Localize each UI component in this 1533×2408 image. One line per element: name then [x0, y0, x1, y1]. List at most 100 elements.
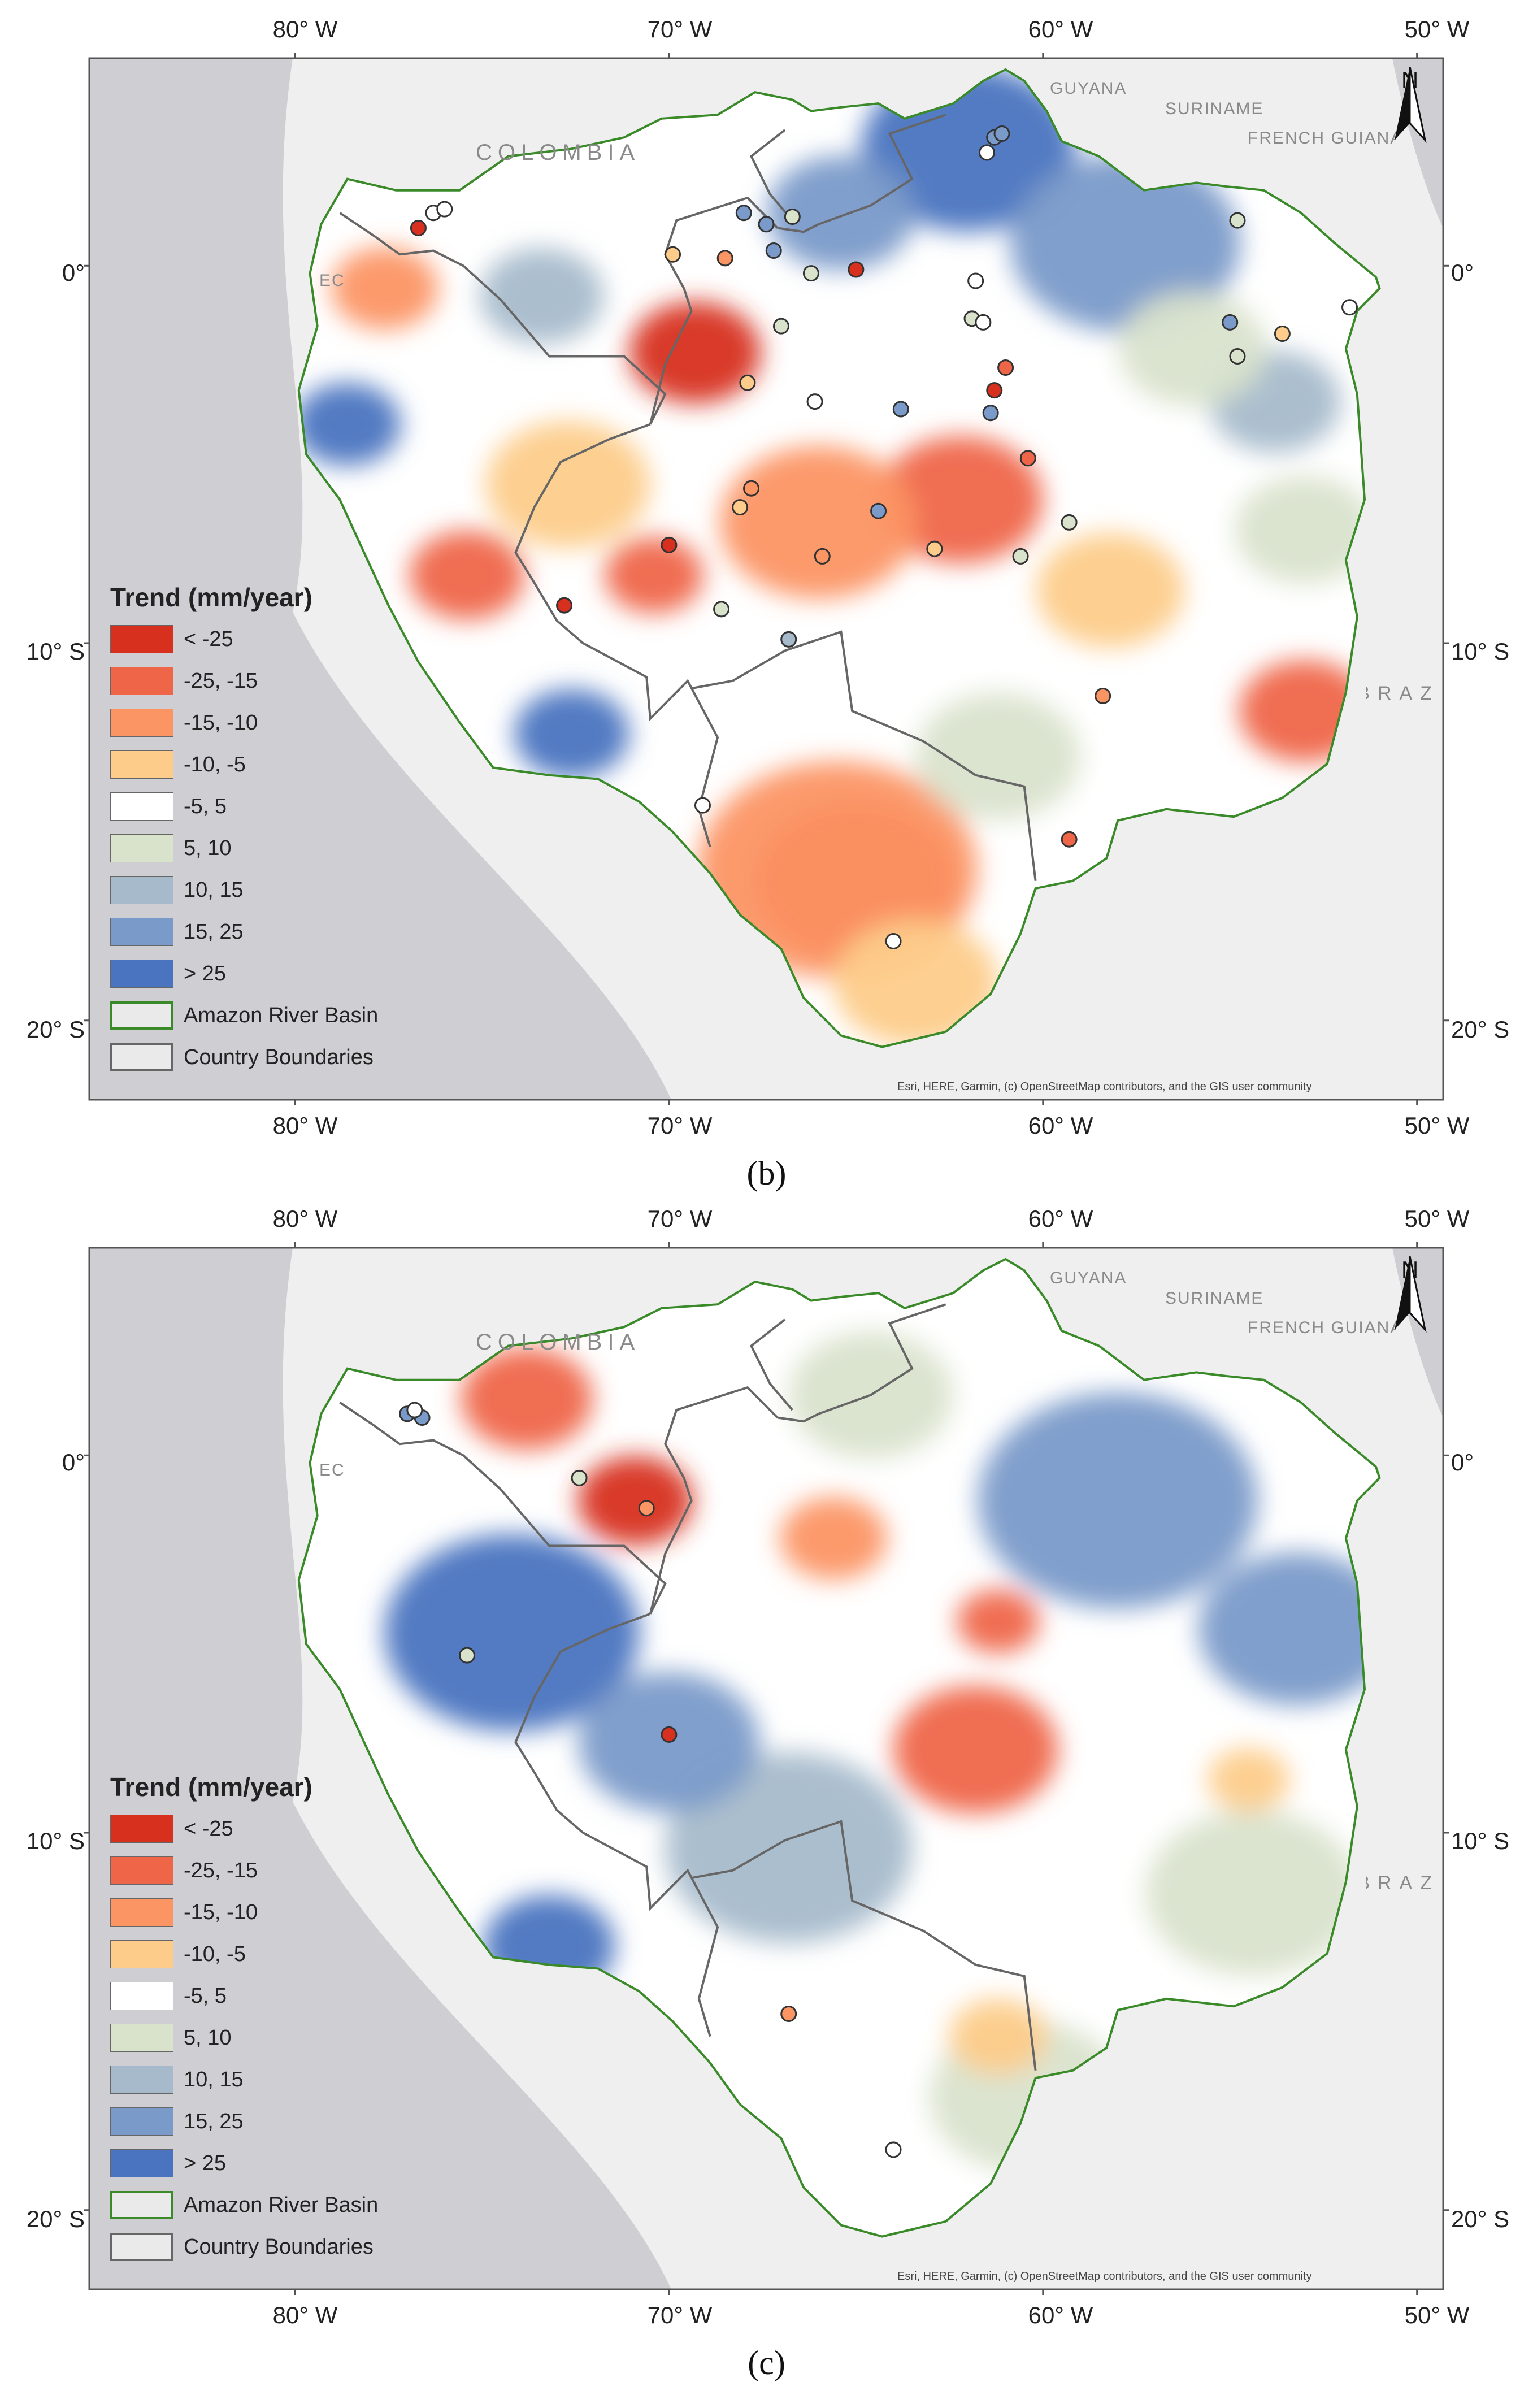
legend-item-class-3: -10, -5 — [110, 744, 378, 786]
trend-patch — [577, 1456, 693, 1546]
trend-patch — [461, 1348, 593, 1450]
legend-swatch — [110, 960, 173, 988]
lat-label-10s-right: 10° S — [1451, 1828, 1510, 1854]
legend-label: > 25 — [184, 961, 227, 986]
legend-label: 5, 10 — [184, 2025, 232, 2050]
lon-label-80w-bottom: 80° W — [272, 1112, 338, 1139]
station-marker — [967, 272, 984, 289]
station-marker — [694, 797, 711, 814]
legend-item-class-3: -10, -5 — [110, 1933, 378, 1975]
trend-patches — [384, 1331, 1380, 2173]
lon-label-60w-bottom: 60° W — [1028, 2302, 1093, 2328]
lat-label-0-right: 0° — [1451, 1449, 1474, 1476]
station-marker — [993, 125, 1010, 142]
legend-swatch — [110, 2024, 173, 2052]
station-marker — [848, 261, 865, 278]
station-marker — [732, 499, 749, 516]
trend-patch — [948, 1998, 1048, 2075]
lat-label-10s-right: 10° S — [1451, 638, 1510, 665]
legend-swatch — [110, 667, 173, 695]
trend-patch — [1235, 476, 1375, 584]
lon-label-50w-top: 50° W — [1404, 1205, 1470, 1232]
panel-caption-b: (b) — [746, 1155, 787, 1192]
legend-item-class-2: -15, -10 — [110, 702, 378, 744]
trend-patch — [767, 155, 915, 271]
trend-patch — [893, 1686, 1058, 1813]
legend-item-class-5: 5, 10 — [110, 827, 378, 869]
trend-patch — [719, 446, 918, 599]
legend-item-class-7: 15, 25 — [110, 2101, 378, 2142]
map-panel-c: 80° W 70° W 60° W 50° W 80° W 70° W 60° … — [0, 1190, 1533, 2408]
legend-items: < -25 -25, -15 -15, -10 -10, -5 -5, 5 5, 10 10… — [110, 618, 378, 1078]
station-marker — [975, 314, 992, 331]
station-marker — [410, 219, 427, 236]
legend-swatch — [110, 750, 173, 779]
legend-item-basin: Amazon River Basin — [110, 995, 378, 1036]
trend-raster — [298, 1259, 1380, 2237]
station-marker — [986, 382, 1003, 399]
station-marker — [780, 631, 797, 648]
map-panel-b: 80° W 70° W 60° W 50° W 80° W 70° W 60° … — [0, 0, 1533, 1192]
lon-label-80w-top: 80° W — [272, 1205, 338, 1232]
legend-swatch — [110, 1982, 173, 2010]
lat-label-0-left: 0° — [62, 1449, 85, 1476]
legend-item-class-8: > 25 — [110, 2142, 378, 2184]
legend-swatch — [110, 876, 173, 904]
lon-label-80w-top: 80° W — [272, 16, 338, 42]
panel-caption-c: (c) — [748, 2344, 785, 2381]
lon-label-70w-bottom: 70° W — [647, 2302, 713, 2328]
map-canvas-c — [84, 1242, 1449, 2295]
north-arrow-icon — [1395, 1256, 1427, 1333]
station-marker — [1274, 325, 1291, 342]
legend-item-class-8: > 25 — [110, 953, 378, 995]
station-marker — [713, 601, 730, 618]
station-marker — [765, 242, 782, 259]
legend-label: 15, 25 — [184, 2109, 244, 2133]
trend-patch — [605, 537, 703, 614]
lat-label-10s-left: 10° S — [26, 638, 85, 665]
country-border — [691, 1820, 1037, 2071]
station-marker — [458, 1647, 475, 1664]
legend-label: -5, 5 — [184, 794, 227, 818]
legend-swatch — [110, 834, 173, 862]
station-marker — [1095, 688, 1111, 705]
lat-label-20s-right: 20° S — [1451, 1016, 1510, 1043]
legend-item-class-6: 10, 15 — [110, 869, 378, 911]
country-label-french-guiana: FRENCH GUIANA — [1248, 129, 1396, 147]
lon-label-70w-top: 70° W — [647, 16, 713, 42]
legend-label: < -25 — [184, 1816, 233, 1841]
country-label-brazil: BRAZ — [1366, 683, 1440, 704]
station-marker — [406, 1402, 423, 1418]
legend-item-class-4: -5, 5 — [110, 786, 378, 827]
legend-title: Trend (mm/year) — [110, 583, 312, 612]
lat-label-0-right: 0° — [1451, 259, 1474, 286]
station-marker — [1061, 831, 1078, 848]
lat-label-0-left: 0° — [62, 259, 85, 286]
country-border — [749, 1318, 793, 1411]
legend-item-class-5: 5, 10 — [110, 2017, 378, 2059]
legend-label: < -25 — [184, 627, 233, 651]
legend-swatch — [110, 1898, 173, 1927]
station-marker — [870, 502, 887, 519]
country-border — [749, 129, 793, 222]
station-marker — [716, 250, 733, 267]
trend-patch — [833, 919, 998, 1047]
station-marker — [1012, 548, 1029, 565]
legend-swatch — [110, 709, 173, 737]
legend-swatch — [110, 2191, 173, 2219]
trend-patch — [978, 1392, 1258, 1609]
legend-item-boundaries: Country Boundaries — [110, 2226, 378, 2268]
legend-item-class-2: -15, -10 — [110, 1891, 378, 1933]
trend-patch — [1145, 1810, 1360, 1976]
lon-label-60w-bottom: 60° W — [1028, 1112, 1093, 1139]
trend-patch — [298, 383, 401, 466]
legend-title: Trend (mm/year) — [110, 1772, 312, 1802]
country-label-french-guiana: FRENCH GUIANA — [1248, 1318, 1396, 1337]
legend-item-class-6: 10, 15 — [110, 2059, 378, 2101]
lon-label-50w-top: 50° W — [1404, 16, 1470, 42]
legend-swatch — [110, 918, 173, 946]
legend-swatch — [110, 1043, 173, 1071]
country-label-ecuador: EC — [319, 271, 345, 290]
country-border — [649, 1386, 779, 1615]
station-marker — [661, 536, 678, 553]
